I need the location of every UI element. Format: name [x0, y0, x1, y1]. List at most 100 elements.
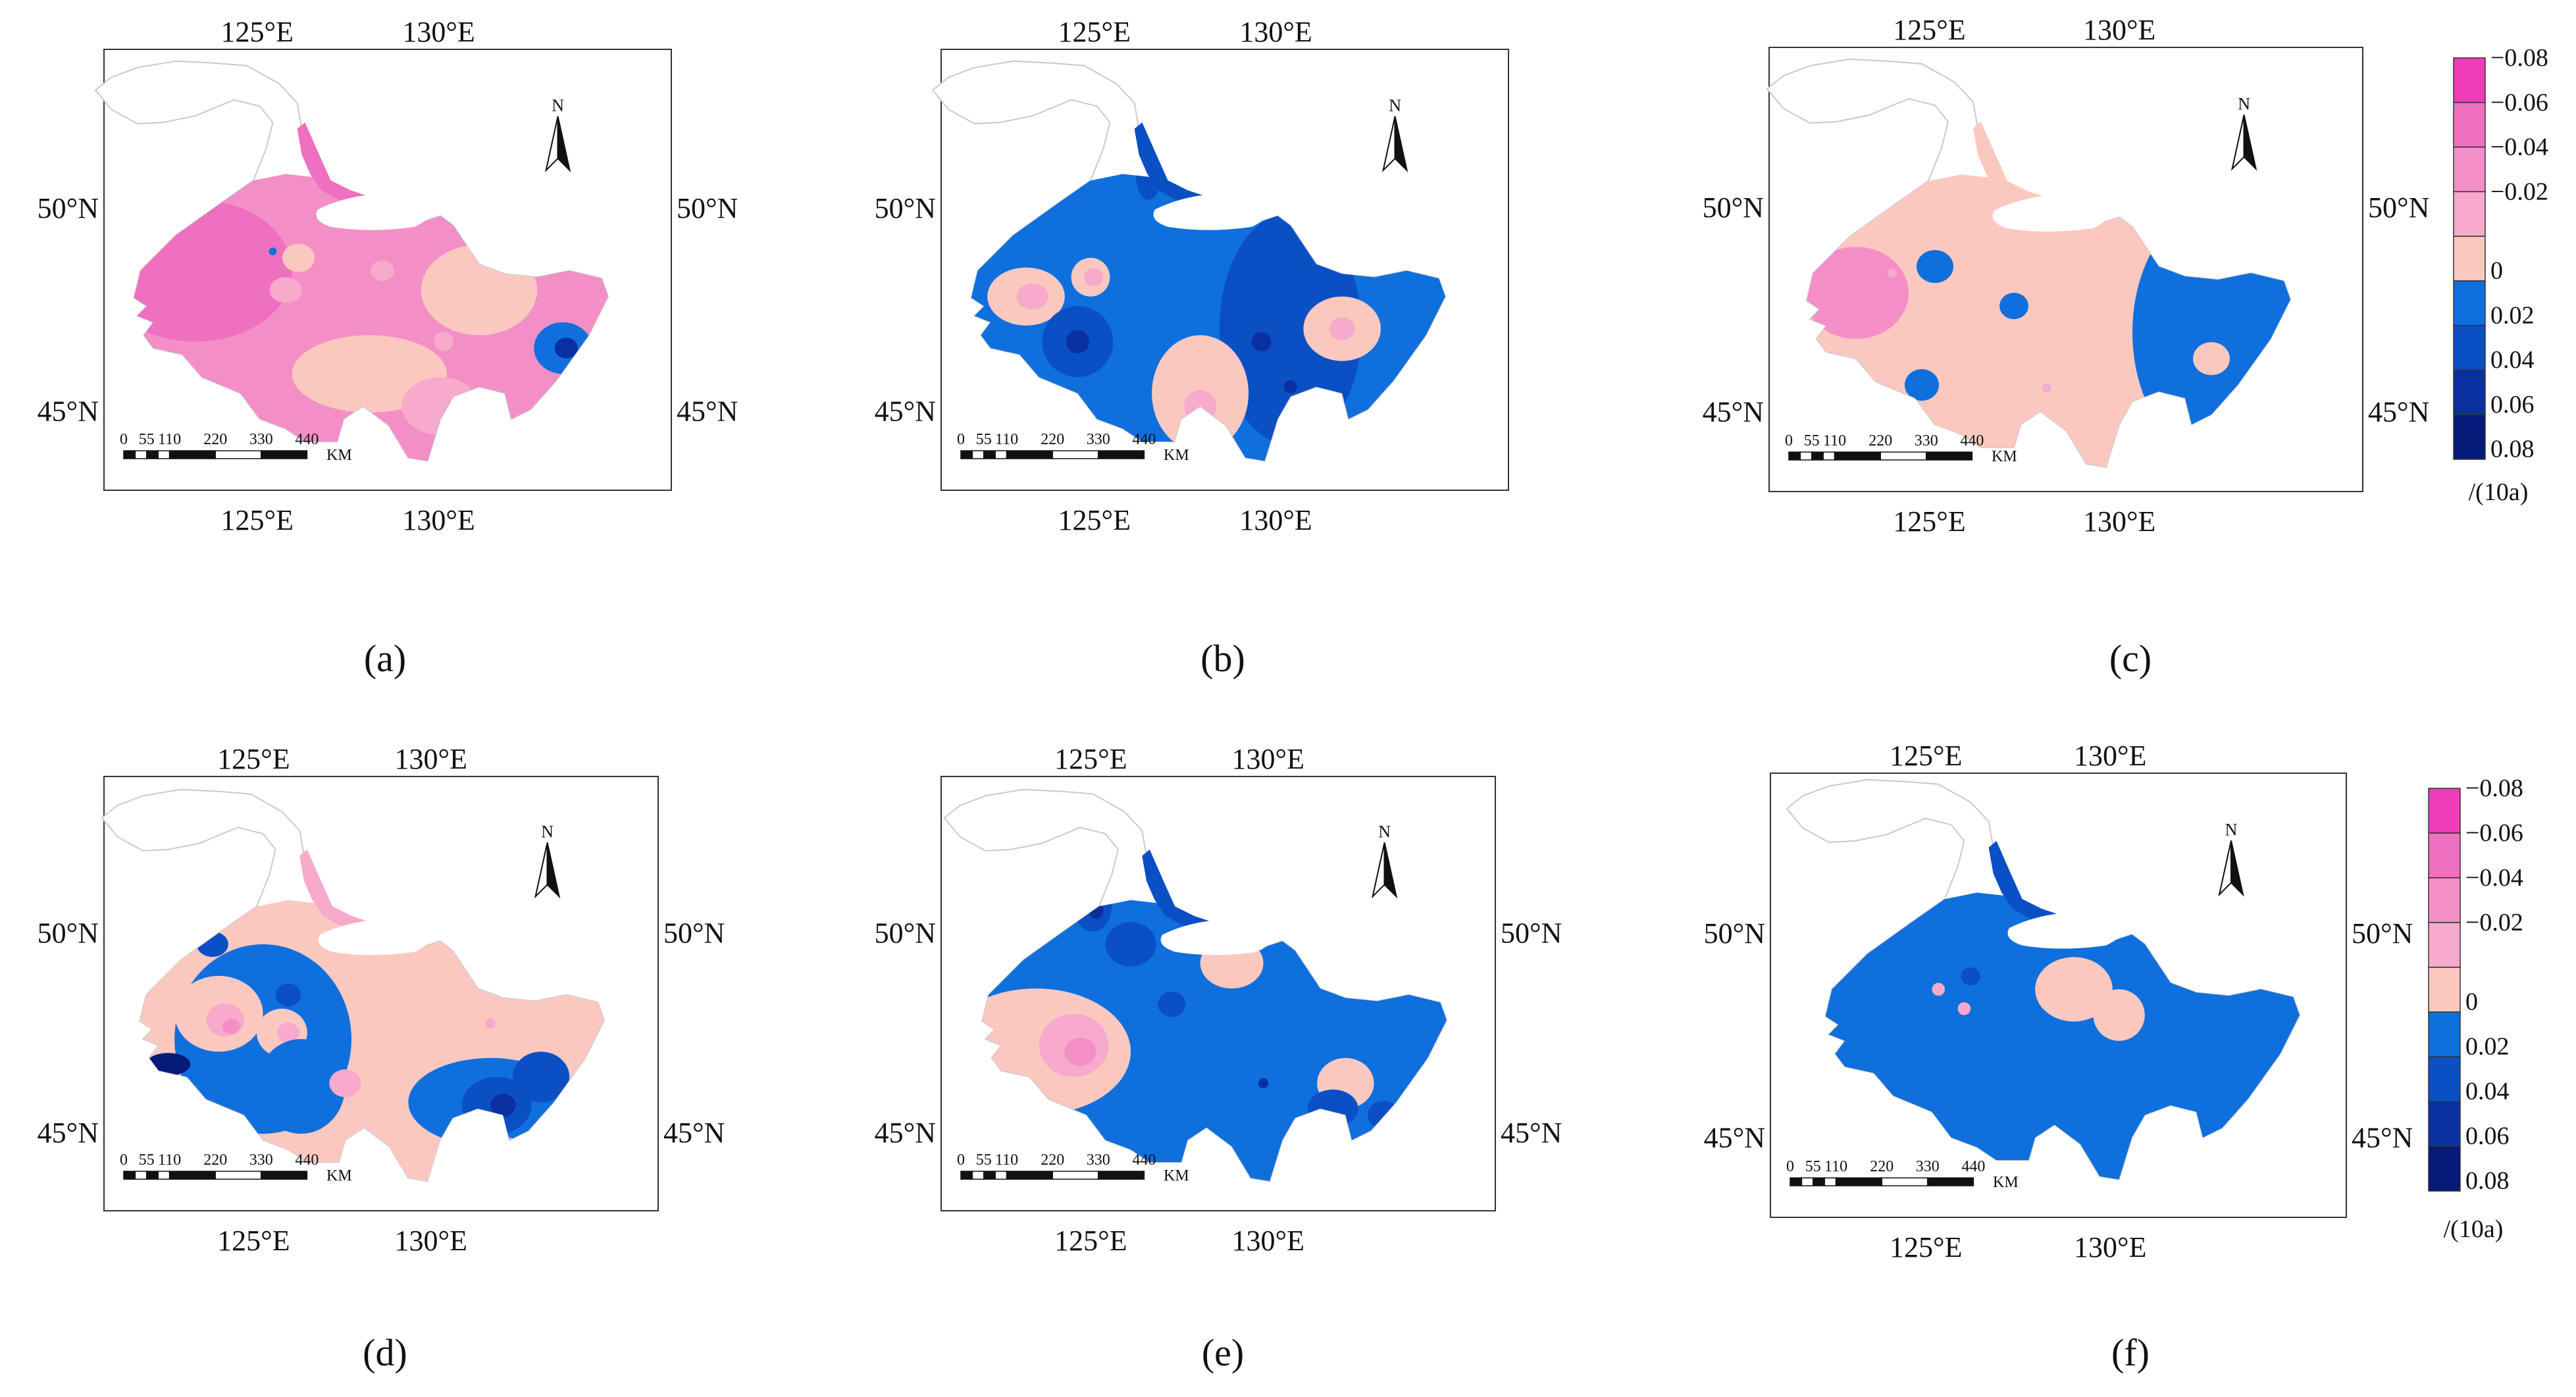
scale-bar-segment: [1835, 1177, 1882, 1186]
legend-label: −0.02: [2465, 909, 2523, 936]
trend-patch: [269, 277, 302, 303]
trend-patch: [1917, 250, 1953, 283]
legend-swatch: [2428, 922, 2461, 968]
north-arrow-icon: N: [1381, 96, 1408, 172]
lon-label-bottom: 125°E: [217, 1225, 290, 1257]
trend-patch: [1888, 268, 1897, 278]
scale-bar-tick: 440: [1132, 431, 1156, 448]
trend-field: [140, 900, 604, 1181]
scale-bar-segment: [1006, 450, 1053, 459]
trend-patch: [329, 1069, 361, 1098]
lat-label-right: 45°N: [1501, 1117, 1562, 1149]
legend-label: −0.02: [2490, 178, 2548, 205]
scale-bar-segment: [1881, 1177, 1928, 1186]
panel-caption: (f): [2111, 1331, 2150, 1374]
trend-patch: [1957, 1002, 1971, 1015]
scale-bar-tick: 220: [1870, 1158, 1893, 1175]
scale-bar-tick: 110: [995, 1152, 1018, 1169]
lat-label-right: 45°N: [2352, 1122, 2413, 1154]
province-map: [931, 60, 1446, 462]
lon-label-top: 130°E: [2074, 740, 2146, 772]
lat-label-right: 50°N: [2352, 917, 2413, 950]
scale-bar-unit: KM: [326, 1167, 352, 1184]
lat-label-right: 50°N: [1501, 917, 1562, 950]
scale-bar-unit: KM: [1164, 1167, 1189, 1184]
legend-swatch: [2453, 324, 2486, 371]
scale-bar-tick: 220: [203, 431, 227, 448]
lon-label-top: 130°E: [1232, 743, 1304, 775]
legend-label: 0.08: [2490, 436, 2535, 463]
lon-label-top: 125°E: [1893, 14, 1965, 46]
north-arrow-icon: N: [1371, 822, 1398, 899]
legend-swatch: [2428, 788, 2461, 834]
lat-label-right: 50°N: [2368, 191, 2429, 224]
map-panel-e: 125°E 125°E 130°E 130°E 50°N 50°N 45°N 45°N N 0 55…: [875, 743, 1562, 1374]
scale-bar: 0 55 110 220 330 440 KM: [1785, 432, 2017, 465]
trend-patch: [1158, 992, 1186, 1017]
scale-bar-segment: [123, 1171, 136, 1180]
lon-label-top: 130°E: [395, 743, 467, 775]
lat-label-right: 45°N: [677, 395, 738, 427]
trend-patch: [490, 1094, 516, 1117]
scale-bar-tick: 220: [1041, 431, 1064, 448]
scale-bar-tick: 110: [995, 431, 1018, 448]
scale-bar-segment: [971, 1171, 985, 1180]
north-arrow-right: [1394, 116, 1408, 172]
lat-label-left: 50°N: [1704, 917, 1765, 950]
lat-label-left: 50°N: [38, 192, 99, 224]
scale-bar-segment: [1790, 1177, 1803, 1186]
trend-patch: [1220, 213, 1362, 445]
scale-bar-segment: [1822, 451, 1836, 461]
scale-bar-tick: 0: [957, 431, 965, 448]
lon-label-top: 130°E: [1239, 16, 1312, 48]
lat-label-left: 45°N: [1704, 1122, 1765, 1154]
scale-bar-segment: [157, 1171, 170, 1180]
scale-bar-tick: 220: [203, 1152, 227, 1169]
scale-bar: 0 55 110 220 330 440 KM: [957, 1152, 1189, 1184]
trend-patch: [1135, 174, 1162, 200]
trend-patch: [1961, 967, 1980, 986]
legend-label: 0.06: [2465, 1123, 2510, 1150]
legend-label: −0.06: [2465, 819, 2523, 847]
scale-bar-tick: 55: [1804, 432, 1820, 449]
trend-patch: [282, 243, 315, 272]
lon-label-bottom: 130°E: [395, 1225, 467, 1257]
legend-swatch: [2428, 1146, 2461, 1192]
lat-label-left: 45°N: [38, 395, 99, 427]
scale-bar-tick: 0: [957, 1152, 965, 1169]
lon-label-bottom: 125°E: [1890, 1231, 1962, 1263]
lon-label-bottom: 125°E: [1054, 1225, 1127, 1257]
lon-label-bottom: 130°E: [2074, 1231, 2146, 1263]
trend-patch: [371, 260, 394, 282]
north-arrow-icon: N: [534, 822, 561, 899]
legend-swatch: [2428, 1011, 2461, 1057]
scale-bar-tick: 440: [1132, 1152, 1156, 1169]
scale-bar-segment: [1052, 450, 1099, 459]
lat-label-left: 50°N: [875, 192, 936, 224]
legend-unit: /(10a): [2469, 478, 2529, 506]
panel-caption: (e): [1202, 1331, 1244, 1374]
map-panel-c: 125°E 125°E 130°E 130°E 50°N 50°N 45°N 45°N N 0 55…: [1703, 14, 2430, 680]
lat-label-left: 50°N: [38, 917, 99, 950]
lat-label-right: 50°N: [677, 192, 738, 224]
scale-bar-segment: [1006, 1171, 1053, 1180]
scale-bar-segment: [1927, 1177, 1974, 1186]
lat-label-right: 50°N: [663, 917, 725, 950]
scale-bar-segment: [994, 1171, 1008, 1180]
trend-field: [971, 174, 1445, 461]
north-arrow-right: [2243, 114, 2257, 171]
legend-swatch: [2428, 832, 2461, 878]
scale-bar-tick: 55: [139, 1152, 155, 1169]
legend-swatch: [2453, 146, 2486, 193]
legend-label: −0.08: [2465, 775, 2523, 802]
legend-label: 0.02: [2490, 301, 2535, 329]
scale-bar-segment: [1098, 1171, 1145, 1180]
scale-bar: 0 55 110 220 330 440 KM: [1786, 1158, 2019, 1191]
trend-field: [1825, 892, 2300, 1180]
panel-caption: (c): [2109, 637, 2151, 680]
north-label: N: [2238, 95, 2250, 114]
legend-swatch: [2453, 236, 2486, 282]
lat-label-left: 45°N: [1703, 396, 1764, 428]
north-arrow-icon: N: [544, 96, 571, 172]
